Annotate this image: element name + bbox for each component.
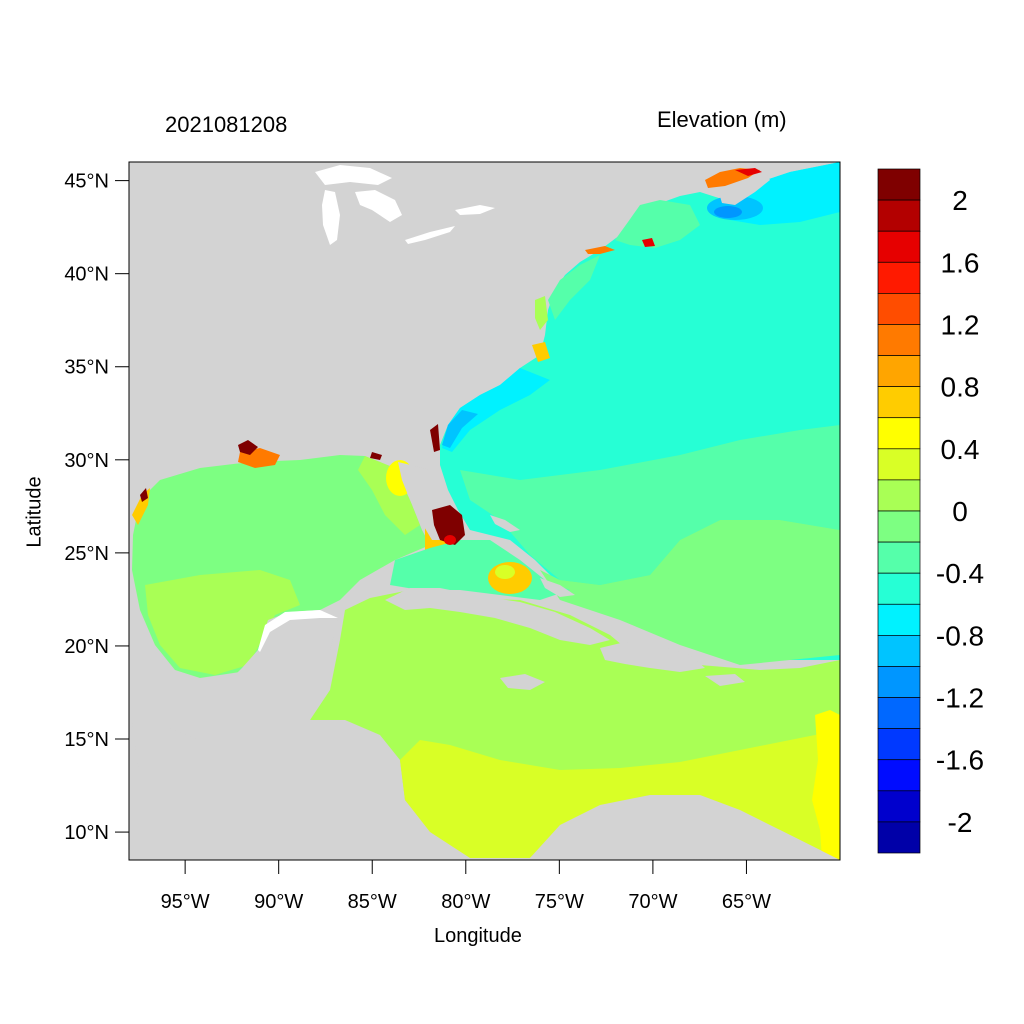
- west-florida-shelf: [358, 456, 420, 535]
- lon-tick-label: 85°W: [348, 891, 397, 913]
- colorbar: 2 1.6 1.2 0.8 0.4 0 -0.4 -0.8 -1.2 -1.6 -2: [877, 168, 984, 854]
- south-florida-inundation: [432, 505, 465, 545]
- lon-tick-label: 75°W: [535, 891, 584, 913]
- colorbar-title: Elevation (m): [657, 107, 787, 132]
- caribbean-lesser-antilles-surge: [812, 710, 840, 860]
- colorbar-label: 1.6: [941, 247, 980, 278]
- lon-tick-label: 70°W: [628, 891, 677, 913]
- colorbar-label: -0.4: [936, 558, 984, 589]
- atlantic-south-band: [460, 425, 840, 585]
- lat-tick-label: 20°N: [64, 636, 109, 658]
- colorbar-swatch: [877, 635, 921, 667]
- lake-ontario: [455, 205, 495, 215]
- gulf-west-shelf: [145, 570, 300, 675]
- map-plot-area: [129, 162, 840, 860]
- colorbar-label: 1.2: [941, 309, 980, 340]
- colorbar-label: 2: [952, 185, 968, 216]
- colorbar-swatch: [877, 479, 921, 512]
- atlantic-southeast-green: [540, 520, 840, 665]
- long-island-sound-surge: [585, 246, 615, 254]
- colorbar-swatch: [877, 355, 921, 387]
- lat-tick-label: 30°N: [64, 450, 109, 472]
- yucatan-gap-white: [258, 610, 338, 652]
- hispaniola: [600, 642, 705, 672]
- colorbar-swatch: [877, 697, 921, 729]
- lake-erie: [405, 226, 455, 244]
- pacific-gray: [129, 700, 150, 860]
- nova-scotia: [718, 172, 770, 205]
- carolina-coast-low: [442, 368, 550, 452]
- colorbar-swatch: [877, 386, 921, 419]
- colorbar-label: -1.2: [936, 683, 984, 714]
- latitude-ticks: 45°N 40°N 35°N 30°N 25°N 20°N 15°N 10°N: [64, 171, 129, 844]
- colorbar-swatch: [877, 759, 921, 792]
- colorbar-swatch: [877, 261, 921, 294]
- southern-caribbean-band: [400, 730, 840, 860]
- colorbar-label: -2: [948, 807, 973, 838]
- colorbar-swatch: [877, 666, 921, 698]
- colorbar-swatch: [877, 324, 921, 356]
- cuba: [385, 588, 610, 645]
- longitude-ticks: 95°W 90°W 85°W 80°W 75°W 70°W 65°W: [161, 860, 771, 913]
- colorbar-label: -0.8: [936, 620, 984, 651]
- lat-tick-label: 45°N: [64, 171, 109, 193]
- new-england-shelf: [615, 200, 700, 248]
- colorbar-swatch: [877, 572, 921, 605]
- pamlico-sound: [532, 342, 550, 362]
- colorbar-swatch: [877, 541, 921, 574]
- cape-cod-surge: [642, 238, 655, 247]
- lon-tick-label: 90°W: [254, 891, 303, 913]
- lon-tick-label: 80°W: [441, 891, 490, 913]
- colorbar-label: 0.4: [941, 434, 980, 465]
- lat-tick-label: 15°N: [64, 729, 109, 751]
- colorbar-swatch: [877, 448, 921, 481]
- colorbar-label: 0: [952, 496, 968, 527]
- colorbar-swatch: [877, 293, 921, 325]
- colorbar-label: 0.8: [941, 372, 980, 403]
- georgia-coast-lower: [442, 410, 478, 448]
- jamaica: [500, 674, 545, 690]
- lat-tick-label: 25°N: [64, 543, 109, 565]
- lat-tick-label: 10°N: [64, 822, 109, 844]
- colorbar-swatch: [877, 199, 921, 232]
- bay-of-fundy-max: [735, 168, 762, 176]
- puerto-rico: [705, 674, 745, 686]
- plot-frame: [128, 161, 841, 861]
- colorbar-swatch: [877, 417, 921, 450]
- mid-atlantic-shelf: [548, 255, 600, 320]
- great-bahama-bank-inner: [495, 565, 515, 579]
- colorbar-swatch: [877, 230, 921, 263]
- lon-tick-label: 95°W: [161, 891, 210, 913]
- bahamas-islands: [490, 515, 575, 597]
- x-axis-label: Longitude: [434, 925, 522, 947]
- colorbar-swatch: [877, 728, 921, 761]
- chesapeake-bay: [535, 296, 548, 330]
- lat-tick-label: 35°N: [64, 357, 109, 379]
- colorbar-swatch: [877, 821, 921, 854]
- colorbar-swatch: [877, 510, 921, 543]
- lon-tick-label: 65°W: [722, 891, 771, 913]
- lake-michigan: [322, 190, 340, 245]
- south-america: [530, 800, 840, 860]
- south-florida-peak: [444, 535, 456, 545]
- lat-tick-label: 40°N: [64, 264, 109, 286]
- map-date-title: 2021081208: [165, 112, 288, 137]
- lake-huron: [355, 190, 402, 222]
- colorbar-swatch: [877, 790, 921, 823]
- colorbar-label: -1.6: [936, 745, 984, 776]
- yucatan-central-america: [129, 610, 390, 860]
- lake-superior: [315, 165, 392, 185]
- colorbar-swatch: [877, 603, 921, 636]
- colorbar-swatch: [877, 168, 921, 201]
- gulf-of-maine-lowest: [714, 206, 742, 218]
